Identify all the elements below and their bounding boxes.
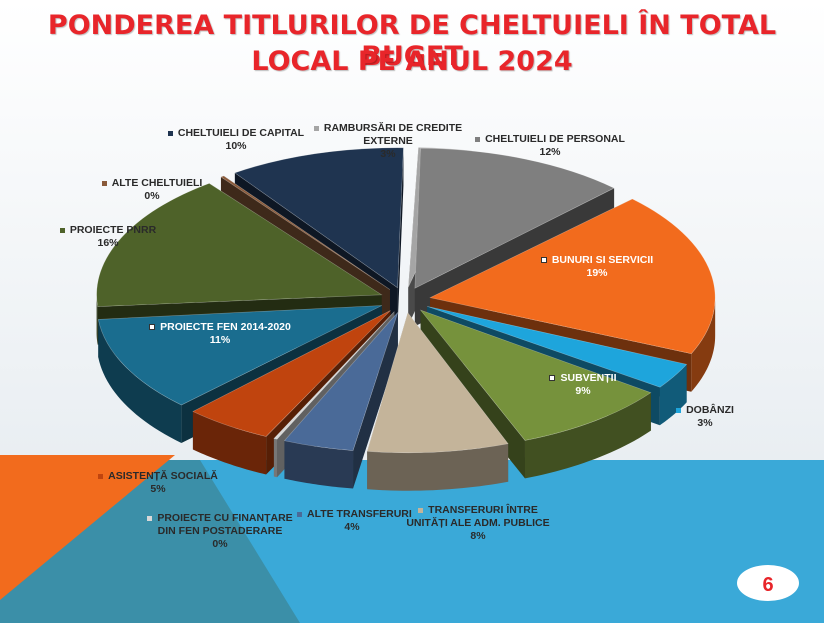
- slice-label-text-10: ALTE CHELTUIELI: [111, 177, 203, 189]
- slice-label-2: DOBÂNZI 3%: [675, 404, 735, 430]
- slice-value-label-4: 8%: [470, 530, 486, 542]
- chart-title-line1: PONDEREA TITLURILOR DE CHELTUIELI ÎN TOT…: [47, 10, 777, 72]
- pie-slice-side-7: [192, 411, 267, 475]
- slice-label-text-cont-12: EXTERNE: [363, 135, 413, 147]
- slice-label-5: ALTE TRANSFERURI 4%: [297, 508, 412, 534]
- slice-value-label-5: 4%: [344, 521, 360, 533]
- pie-slice-top-3: [419, 309, 652, 441]
- pie-slice-top-0: [414, 147, 615, 289]
- slice-label-0: CHELTUIELI DE PERSONAL 12%: [470, 133, 630, 159]
- pie-slice-4: [366, 312, 509, 491]
- slice-label-name-5: ALTE TRANSFERURI: [297, 508, 412, 521]
- slice-value-label-10: 0%: [144, 190, 160, 202]
- pie-slice-top-1: [429, 198, 716, 355]
- slice-label-12: RAMBURSĂRI DE CREDITE EXTERNE 3%: [303, 122, 473, 161]
- slice-label-name-10: ALTE CHELTUIELI: [92, 177, 212, 190]
- slice-label-text-7: ASISTENȚĂ SOCIALĂ: [108, 470, 218, 482]
- slice-value-label-11: 10%: [225, 140, 247, 152]
- slice-label-text-1: BUNURI SI SERVICII: [551, 254, 654, 266]
- pie-slice-top-5: [283, 312, 399, 451]
- slice-label-name-3: SUBVENȚII: [528, 372, 638, 385]
- slice-label-name-12: RAMBURSĂRI DE CREDITE: [303, 122, 473, 135]
- slice-label-name-6: PROIECTE CU FINANȚARE: [135, 512, 305, 525]
- slice-label-text-9: PROIECTE PNRR: [69, 224, 157, 236]
- pie-slice-side-6: [273, 438, 278, 478]
- pie-slice-top-11: [234, 147, 404, 289]
- slice-label-1: BUNURI SI SERVICII 19%: [522, 254, 672, 280]
- slice-label-3: SUBVENȚII 9%: [528, 372, 638, 398]
- chart-title-line2: LOCAL PE ANUL 2024: [251, 46, 573, 77]
- slice-label-text-4: TRANSFERURI ÎNTRE: [428, 504, 538, 516]
- pie-slice-side-1: [691, 297, 716, 392]
- pie-slice-top-2: [427, 306, 688, 388]
- pie-slice-top-4: [366, 312, 509, 454]
- legend-marker-icon: [59, 227, 65, 233]
- slice-value-label-8: 11%: [209, 334, 231, 346]
- legend-marker-icon: [475, 136, 481, 142]
- pie-slice-top-9: [96, 182, 383, 307]
- legend-marker-icon: [676, 407, 682, 413]
- pie-slice-top-10: [220, 175, 391, 290]
- slice-value-label-3: 9%: [575, 385, 591, 397]
- pie-slice-side-4: [367, 443, 509, 491]
- slice-label-7: ASISTENȚĂ SOCIALĂ 5%: [98, 470, 218, 496]
- slice-label-name-9: PROIECTE PNRR: [43, 224, 173, 237]
- slice-label-name-1: BUNURI SI SERVICII: [522, 254, 672, 267]
- slice-label-text-5: ALTE TRANSFERURI: [307, 508, 412, 520]
- slice-label-text-6: PROIECTE CU FINANȚARE: [157, 512, 293, 524]
- pie-slice-side-3: [524, 392, 651, 479]
- legend-marker-icon: [101, 180, 107, 186]
- slice-label-4: TRANSFERURI ÎNTRE UNITĂȚI ALE ADM. PUBLIC…: [393, 504, 563, 543]
- slice-label-text-2: DOBÂNZI: [686, 404, 734, 416]
- slice-label-text-8: PROIECTE FEN 2014-2020: [160, 321, 291, 333]
- slice-value-label-2: 3%: [697, 417, 713, 429]
- slice-label-name-7: ASISTENȚĂ SOCIALĂ: [98, 470, 218, 483]
- slice-label-name-4: TRANSFERURI ÎNTRE: [393, 504, 563, 517]
- legend-marker-icon: [297, 511, 302, 517]
- legend-marker-icon: [98, 473, 104, 479]
- pie-slice-top-6: [273, 311, 395, 440]
- page-number-badge: 6: [737, 565, 799, 601]
- slice-label-10: ALTE CHELTUIELI 0%: [92, 177, 212, 203]
- slice-value-label-1: 19%: [586, 267, 608, 279]
- pie-slice-side-9: [96, 294, 98, 345]
- slice-label-text-11: CHELTUIELI DE CAPITAL: [177, 127, 305, 139]
- slice-label-6: PROIECTE CU FINANȚARE DIN FEN POSTADERARE…: [135, 512, 305, 551]
- slice-value-label-7: 5%: [150, 483, 166, 495]
- pie-slice-side-8: [98, 319, 182, 444]
- pie-slice-side-2: [659, 364, 687, 426]
- slice-label-11: CHELTUIELI DE CAPITAL 10%: [161, 127, 311, 153]
- slice-label-name-0: CHELTUIELI DE PERSONAL: [470, 133, 630, 146]
- slice-value-label-6: 0%: [212, 538, 228, 550]
- slice-label-text-3: SUBVENȚII: [560, 372, 617, 384]
- slice-label-name-11: CHELTUIELI DE CAPITAL: [161, 127, 311, 140]
- slice-label-text-cont-6: DIN FEN POSTADERARE: [157, 525, 283, 537]
- slice-label-9: PROIECTE PNRR 16%: [43, 224, 173, 250]
- slice-label-8: PROIECTE FEN 2014-2020 11%: [135, 321, 305, 347]
- slice-value-label-0: 12%: [539, 146, 561, 158]
- slice-label-text-12: RAMBURSĂRI DE CREDITE: [323, 122, 463, 134]
- slice-value-label-12: 3%: [380, 148, 396, 160]
- pie-slice-5: [283, 312, 399, 489]
- legend-marker-icon: [549, 375, 556, 382]
- pie-slice-side-5: [284, 440, 354, 489]
- legend-marker-icon: [313, 125, 319, 131]
- background-orange-triangle: [0, 455, 175, 600]
- slice-label-text-0: CHELTUIELI DE PERSONAL: [485, 133, 625, 145]
- pie-slice-top-7: [192, 310, 391, 437]
- slice-label-name-8: PROIECTE FEN 2014-2020: [135, 321, 305, 334]
- slice-value-label-9: 16%: [97, 237, 119, 249]
- slice-label-name-2: DOBÂNZI: [675, 404, 735, 417]
- legend-marker-icon: [540, 257, 547, 264]
- legend-marker-icon: [147, 515, 153, 521]
- pie-slice-top-8: [97, 305, 383, 406]
- slice-label-text-cont-4: UNITĂȚI ALE ADM. PUBLICE: [406, 517, 550, 529]
- legend-marker-icon: [149, 324, 156, 331]
- pie-slice-wall-11-1: [397, 147, 404, 326]
- legend-marker-icon: [167, 130, 173, 136]
- legend-marker-icon: [418, 507, 424, 513]
